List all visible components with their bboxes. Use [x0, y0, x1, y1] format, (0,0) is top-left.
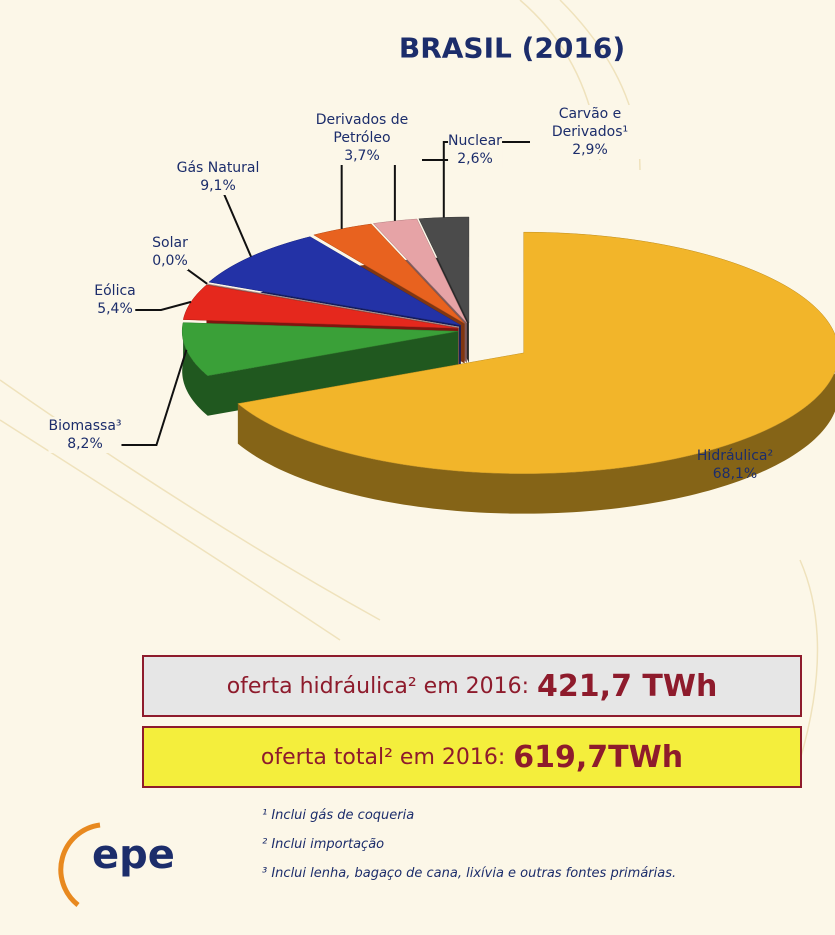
slice: [181, 322, 459, 376]
box-text: oferta hidráulica² em 2016:: [226, 673, 530, 699]
slice: [372, 218, 468, 324]
category-label: Biomassa³: [48, 418, 122, 434]
box-total: oferta total² em 2016: 619,7TWh: [142, 726, 802, 788]
category-label: Nuclear: [448, 133, 502, 149]
slice-label: Derivados de Petróleo 3,7%: [302, 111, 422, 165]
footnote: ¹ Inclui gás de coqueria: [262, 808, 415, 823]
chart-title: BRASIL (2016): [398, 31, 626, 65]
category-label: Carvão e Derivados¹: [551, 106, 629, 140]
slice-label: Carvão e Derivados¹ 2,9%: [530, 105, 650, 159]
value-label: 2,9%: [572, 142, 608, 158]
value-label: 5,4%: [97, 301, 133, 317]
box-value: 421,7 TWh: [537, 668, 718, 704]
slice-label: Biomassa³ 8,2%: [48, 417, 122, 453]
value-label: 8,2%: [67, 436, 103, 452]
value-label: 0,0%: [152, 253, 188, 269]
slice-label: Solar 0,0%: [152, 234, 188, 270]
value-label: 68,1%: [712, 466, 758, 482]
slice-label: Hidráulica² 68,1%: [697, 447, 773, 483]
value-label: 9,1%: [200, 178, 236, 194]
slice-label: Gás Natural 9,1%: [176, 159, 260, 195]
box-hydro: oferta hidráulica² em 2016: 421,7 TWh: [142, 655, 802, 717]
slice-label: Eólica 5,4%: [94, 282, 136, 318]
value-label: 2,6%: [457, 151, 493, 167]
box-value: 619,7TWh: [513, 739, 684, 775]
category-label: Solar: [152, 235, 188, 251]
slice: [237, 231, 835, 474]
leader-line: [393, 159, 475, 221]
box-text: oferta total² em 2016:: [260, 744, 506, 770]
value-label: 3,7%: [344, 148, 380, 164]
category-label: Gás Natural: [176, 160, 260, 176]
slice: [207, 283, 460, 328]
category-label: Derivados de Petróleo: [315, 112, 409, 146]
slice: [208, 236, 462, 326]
logo-arc: [58, 822, 101, 907]
category-label: Hidráulica²: [696, 448, 774, 464]
slice-label: Nuclear 2,6%: [448, 132, 502, 168]
slice: [418, 216, 470, 323]
category-label: Eólica: [94, 283, 136, 299]
logo: epe: [92, 832, 175, 878]
footnote: ² Inclui importação: [262, 837, 385, 852]
leader-line: [218, 186, 252, 258]
footnote: ³ Inclui lenha, bagaço de cana, lixívia …: [262, 866, 677, 881]
slice-side: [182, 322, 459, 416]
